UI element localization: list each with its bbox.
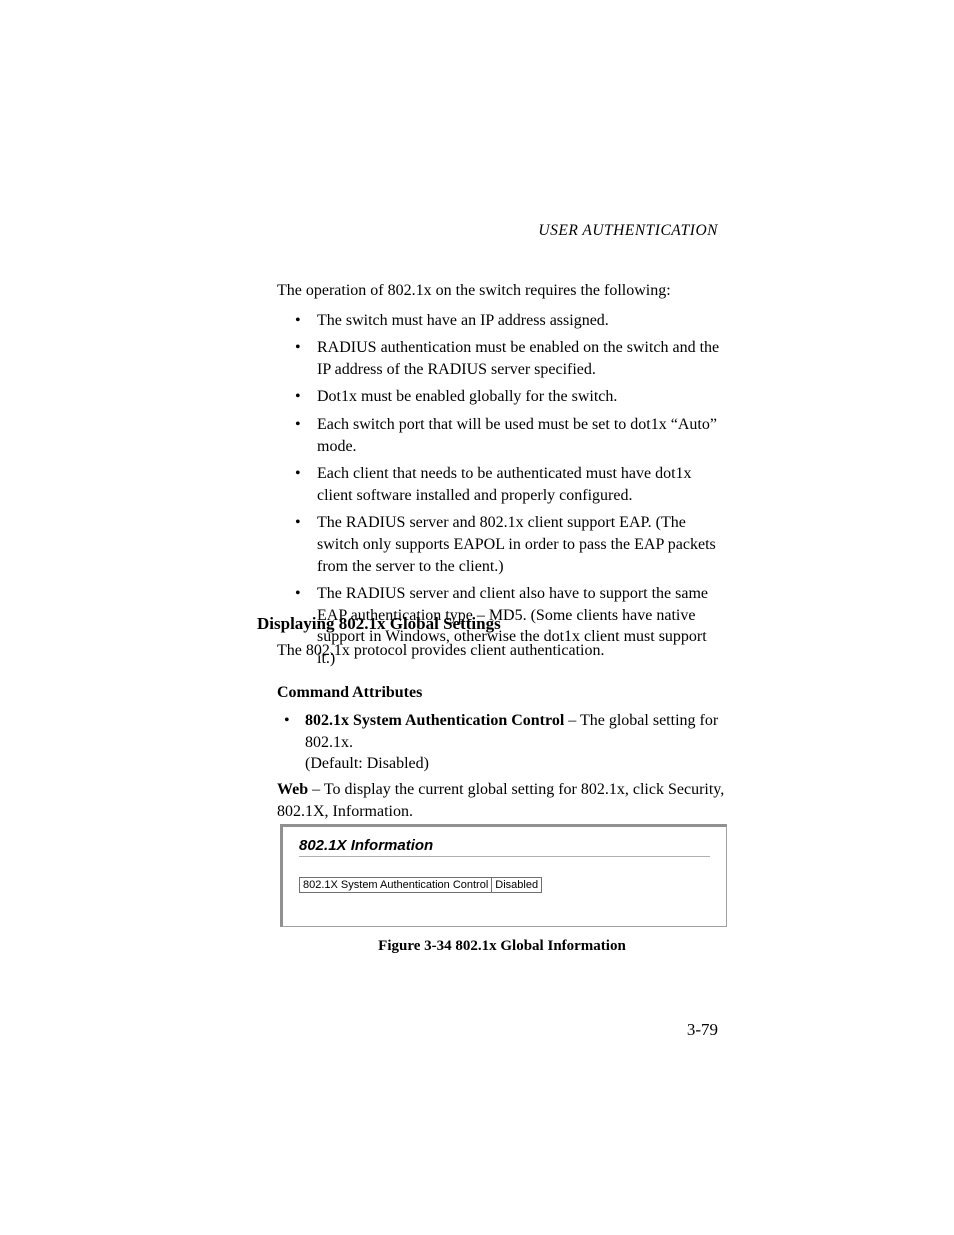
web-label: Web — [277, 781, 308, 798]
web-instruction: Web – To display the current global sett… — [277, 779, 727, 822]
figure-info-table: 802.1X System Authentication Control Dis… — [299, 877, 542, 893]
figure-panel-title: 802.1X Information — [299, 837, 710, 854]
cmd-attr-default: (Default: Disabled) — [305, 755, 429, 772]
figure-divider — [299, 856, 710, 857]
section-intro-wrap: The 802.1x protocol provides client auth… — [277, 640, 727, 672]
command-attributes-block: Command Attributes 802.1x System Authent… — [277, 684, 727, 781]
command-attributes-heading: Command Attributes — [277, 684, 727, 702]
cmd-attr-bold: 802.1x System Authentication Control — [305, 712, 564, 729]
table-cell-label: 802.1X System Authentication Control — [300, 878, 492, 893]
table-cell-value: Disabled — [492, 878, 542, 893]
web-text: – To display the current global setting … — [277, 781, 724, 820]
list-item: The RADIUS server and 802.1x client supp… — [295, 512, 727, 577]
section-heading: Displaying 802.1x Global Settings — [257, 614, 501, 634]
figure-panel: 802.1X Information 802.1X System Authent… — [280, 824, 727, 927]
command-attributes-list: 802.1x System Authentication Control – T… — [277, 710, 727, 775]
list-item: Each client that needs to be authenticat… — [295, 463, 727, 506]
intro-paragraph: The operation of 802.1x on the switch re… — [277, 280, 727, 302]
running-header: USER AUTHENTICATION — [538, 222, 718, 240]
table-row: 802.1X System Authentication Control Dis… — [300, 878, 542, 893]
running-header-text: USER AUTHENTICATION — [538, 222, 718, 239]
list-item: The switch must have an IP address assig… — [295, 310, 727, 332]
list-item: Each switch port that will be used must … — [295, 414, 727, 457]
section-intro: The 802.1x protocol provides client auth… — [277, 640, 727, 662]
list-item: Dot1x must be enabled globally for the s… — [295, 386, 727, 408]
list-item: RADIUS authentication must be enabled on… — [295, 337, 727, 380]
figure-caption: Figure 3-34 802.1x Global Information — [277, 938, 727, 955]
page-number: 3-79 — [687, 1020, 718, 1040]
list-item: 802.1x System Authentication Control – T… — [277, 710, 727, 775]
